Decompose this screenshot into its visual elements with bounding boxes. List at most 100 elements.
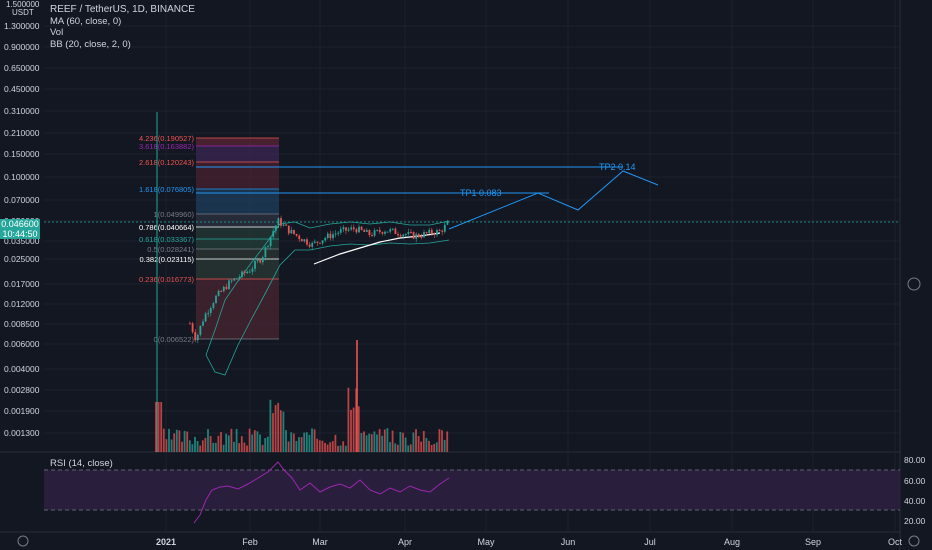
candle-body xyxy=(277,218,280,226)
volume-bar xyxy=(394,443,397,452)
volume-bar xyxy=(287,441,290,452)
volume-bar xyxy=(352,407,355,452)
volume-bar xyxy=(321,440,324,452)
fib-zone xyxy=(196,279,279,339)
fib-zone xyxy=(196,239,279,249)
fib-level-label: 0.5(0.028241) xyxy=(147,245,194,254)
volume-bar xyxy=(246,445,248,452)
volume-bar xyxy=(365,435,368,452)
volume-bar xyxy=(342,441,345,452)
candle-body xyxy=(298,235,301,240)
price-tick-label: 0.017000 xyxy=(4,279,40,289)
rsi-tick-label: 60.00 xyxy=(904,476,926,486)
volume-bar xyxy=(173,433,176,452)
price-tick-label: 0.070000 xyxy=(4,195,40,205)
volume-bar xyxy=(368,433,371,452)
volume-bar xyxy=(305,432,308,452)
volume-bar xyxy=(417,436,420,452)
volume-bar xyxy=(300,437,303,452)
volume-bar xyxy=(446,431,449,452)
candle-body xyxy=(389,229,392,232)
candle-body xyxy=(204,313,207,322)
candle-body xyxy=(410,231,412,233)
volume-bar xyxy=(391,430,394,452)
candle-body xyxy=(243,271,246,274)
volume-bar xyxy=(220,432,222,452)
candle-body xyxy=(404,234,407,236)
volume-bar xyxy=(420,441,423,452)
volume-bar xyxy=(399,431,402,452)
price-tick-label: 0.650000 xyxy=(4,63,40,73)
price-tick-label: 0.025000 xyxy=(4,254,40,264)
fib-zone xyxy=(196,162,279,189)
time-tick-label: 2021 xyxy=(156,537,176,547)
candle-body xyxy=(319,242,321,244)
candle-body xyxy=(209,307,212,313)
volume-bar xyxy=(178,430,181,452)
volume-bar xyxy=(373,431,376,452)
price-tick-label: 0.004000 xyxy=(4,364,40,374)
time-tick-label: Aug xyxy=(724,537,740,547)
candle-body xyxy=(308,244,311,247)
volume-bar xyxy=(157,402,160,452)
fib-level-label: 1(0.049960) xyxy=(154,210,195,219)
candle-body xyxy=(384,231,386,234)
price-tick-label: 0.002800 xyxy=(4,385,40,395)
fib-zone xyxy=(196,259,279,279)
candle-body xyxy=(217,290,220,296)
fib-level-label: 0.786(0.040664) xyxy=(139,223,195,232)
candle-body xyxy=(345,227,347,231)
volume-bar xyxy=(212,442,215,452)
volume-bar xyxy=(230,428,233,452)
volume-bar xyxy=(227,435,230,452)
rsi-pane: 80.00 60.00 40.00 20.00 xyxy=(44,455,926,526)
candle-body xyxy=(199,325,202,335)
volume-bar xyxy=(277,402,280,452)
price-tick-label: 0.035000 xyxy=(4,236,40,246)
candle-body xyxy=(295,233,298,236)
candle-body xyxy=(215,295,217,304)
price-axis: 1.300000 0.900000 0.650000 0.450000 0.310000… xyxy=(4,0,900,438)
volume-bar xyxy=(334,434,337,452)
price-tick-label: 0.100000 xyxy=(4,172,40,182)
volume-bar xyxy=(207,429,209,452)
volume-bar xyxy=(329,442,332,452)
current-price-badge: 0.046600 xyxy=(0,219,40,229)
volume-bar xyxy=(259,434,261,452)
volume-bar xyxy=(274,405,277,452)
volume-bar xyxy=(233,441,235,452)
candle-body xyxy=(230,280,233,282)
volume-bar xyxy=(433,443,436,452)
candle-body xyxy=(311,242,314,247)
volume-bar xyxy=(337,445,339,452)
volume-bar xyxy=(222,444,225,452)
candle-body xyxy=(259,259,262,263)
candle-body xyxy=(446,221,449,225)
candle-body xyxy=(441,230,444,232)
volume-bar xyxy=(155,402,157,452)
candle-body xyxy=(212,303,215,308)
candle-body xyxy=(402,234,405,237)
volume-bar xyxy=(188,440,191,452)
candle-body xyxy=(436,230,438,235)
candle-body xyxy=(350,227,353,230)
volume-bar xyxy=(415,429,417,452)
time-tick-label: Apr xyxy=(398,537,412,547)
candle-body xyxy=(321,240,324,244)
candle-body xyxy=(264,247,267,258)
volume-bar xyxy=(363,431,365,452)
price-tick-label: 0.006000 xyxy=(4,339,40,349)
candles xyxy=(156,112,449,452)
volume-bar xyxy=(217,435,220,452)
price-axis-unit: USDT xyxy=(12,8,34,17)
candle-body xyxy=(347,229,350,231)
candle-body xyxy=(246,271,249,274)
volume-bar xyxy=(435,442,438,452)
fib-level-label: 0(0.006522) xyxy=(154,335,195,344)
candle-body xyxy=(251,268,254,272)
volume-bar xyxy=(344,445,347,452)
volume-bar xyxy=(170,439,173,452)
volume-bar xyxy=(196,440,199,452)
